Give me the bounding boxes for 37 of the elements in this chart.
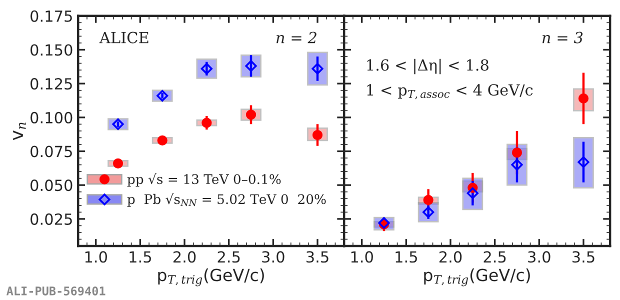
y-tick-label: 0.100 [30,112,72,124]
annotation: 1.6 < |Δη| < 1.8 [367,58,488,74]
annotation: n = 3 [542,32,583,44]
x-axis-title: p$_{T,trig}$(GeV/c) [424,268,530,286]
legend-label: p Pb √s$_{NN}$ = 5.02 TeV 0 20% [127,193,326,207]
point [512,148,522,158]
annotation: ALICE [99,32,148,44]
x-tick-label: 3.0 [262,251,284,263]
point [202,118,212,128]
x-tick-label: 2.5 [484,251,506,263]
y-tick-label: 0.125 [30,78,72,90]
x-tick-label: 1.0 [351,251,373,263]
y-tick-label: 0.025 [30,213,72,225]
x-tick-label: 1.5 [130,251,151,263]
x-tick-label: 3.5 [306,251,328,263]
annotation: n = 2 [276,32,316,44]
point [578,156,590,168]
x-tick-label: 1.5 [396,251,417,263]
x-tick-label: 3.5 [572,251,594,263]
x-tick-label: 2.0 [439,251,462,263]
point [157,135,168,146]
x-tick-label: 3.0 [528,251,550,263]
point [423,194,434,206]
x-axis-title: p$_{T,trig}$(GeV/c) [158,268,264,286]
point [156,90,168,102]
text: ALI-PUB-569401 [6,286,106,296]
y-tick-label: 0.175 [30,10,72,22]
x-tick-label: 1.0 [85,251,107,263]
y-tick-label: 0.050 [30,180,72,192]
x-tick-label: 2.0 [173,251,196,263]
y-tick-label: 0.075 [30,146,72,158]
y-tick-label: 0.150 [30,44,72,56]
y-axis-title: v$_{n}$ [13,122,26,140]
x-tick-label: 2.5 [218,251,240,263]
legend-label: pp √s = 13 TeV 0–0.1% [127,173,281,187]
point [112,158,124,169]
annotation: 1 < p$_{T,assoc}$ < 4 GeV/c [367,84,533,100]
